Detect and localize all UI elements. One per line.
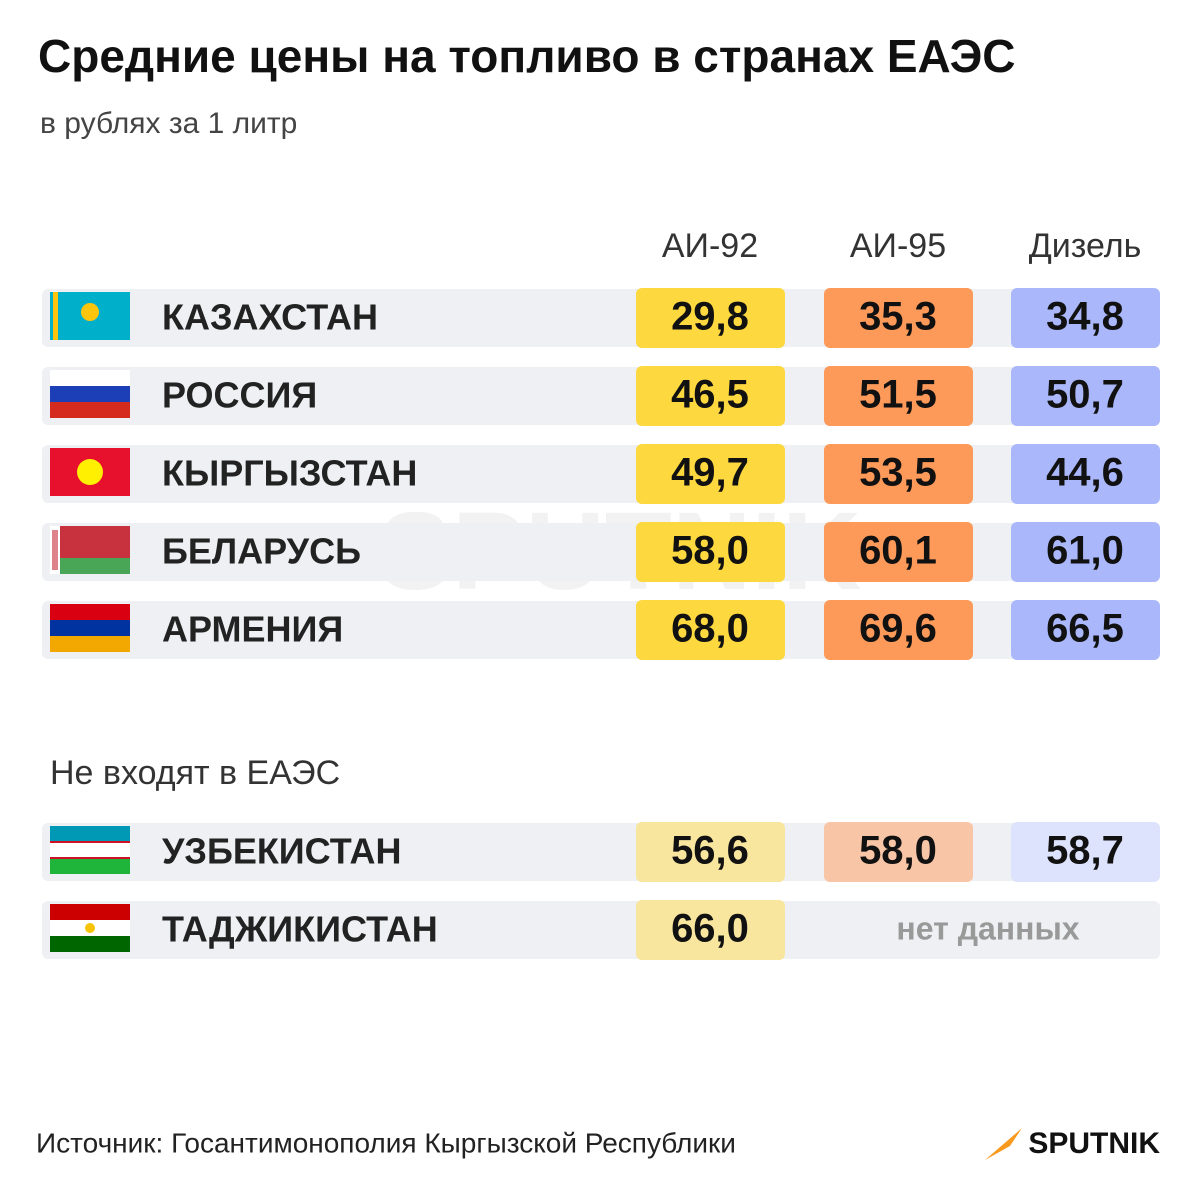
- price: 66,0: [671, 907, 749, 951]
- no-data: нет данных: [896, 910, 1079, 946]
- price-cell: [636, 522, 785, 582]
- price: 60,1: [859, 529, 937, 573]
- price-cell: [824, 366, 973, 426]
- price: 51,5: [859, 373, 937, 417]
- flag-stripe: [50, 842, 130, 858]
- subtitle: в рублях за 1 литр: [40, 107, 297, 140]
- flag-stripe: [50, 936, 130, 952]
- price: 66,5: [1046, 607, 1124, 651]
- flag-sun: [77, 459, 103, 485]
- price-cell: [636, 900, 785, 960]
- price-cell: [1011, 444, 1160, 504]
- country-name: РОССИЯ: [162, 375, 317, 416]
- price: 34,8: [1046, 295, 1124, 339]
- price: 46,5: [671, 373, 749, 417]
- section-title: Не входят в ЕАЭС: [50, 754, 340, 792]
- price: 44,6: [1046, 451, 1124, 495]
- logo-icon: [985, 1128, 1022, 1160]
- column-header: АИ-95: [850, 227, 946, 265]
- flag-red: [50, 526, 130, 558]
- price-cell: [1011, 288, 1160, 348]
- column-header: АИ-92: [662, 227, 758, 265]
- price: 35,3: [859, 295, 937, 339]
- flag-line: [50, 857, 130, 859]
- price-cell: [1011, 822, 1160, 882]
- flag-stripe: [50, 826, 130, 842]
- price: 50,7: [1046, 373, 1124, 417]
- price-cell: [636, 822, 785, 882]
- price: 56,6: [671, 829, 749, 873]
- country-name: КЫРГЫЗСТАН: [162, 453, 417, 494]
- price: 58,0: [671, 529, 749, 573]
- price: 61,0: [1046, 529, 1124, 573]
- price-cell: [1011, 366, 1160, 426]
- price-cell: [1011, 522, 1160, 582]
- price: 68,0: [671, 607, 749, 651]
- flag-stripe: [50, 904, 130, 920]
- flag-line: [50, 841, 130, 843]
- price-cell: [824, 522, 973, 582]
- logo: SPUTNIK: [1028, 1127, 1160, 1160]
- price: 53,5: [859, 451, 937, 495]
- flag-stripe: [50, 620, 130, 636]
- country-name: БЕЛАРУСЬ: [162, 531, 361, 572]
- flag-stripe: [50, 386, 130, 402]
- price-cell: [636, 366, 785, 426]
- country-name: УЗБЕКИСТАН: [162, 831, 402, 872]
- country-name: ТАДЖИКИСТАН: [162, 909, 438, 950]
- price-cell: [636, 600, 785, 660]
- price-cell: [824, 822, 973, 882]
- flag-stripe: [50, 370, 130, 386]
- flag-stripe: [50, 604, 130, 620]
- country-name: КАЗАХСТАН: [162, 297, 378, 338]
- price: 69,6: [859, 607, 937, 651]
- flag-stripe: [50, 402, 130, 418]
- price-cell: [636, 444, 785, 504]
- source: Источник: Госантимонополия Кыргызской Ре…: [36, 1127, 736, 1158]
- price-cell: [824, 444, 973, 504]
- title: Средние цены на топливо в странах ЕАЭС: [38, 30, 1016, 82]
- price: 49,7: [671, 451, 749, 495]
- column-header: Дизель: [1029, 227, 1142, 265]
- flag-stripe: [50, 636, 130, 652]
- price-cell: [1011, 600, 1160, 660]
- price: 29,8: [671, 295, 749, 339]
- price: 58,0: [859, 829, 937, 873]
- price-cell: [824, 600, 973, 660]
- price-cell: [636, 288, 785, 348]
- price: 58,7: [1046, 829, 1124, 873]
- flag-stripe: [50, 858, 130, 874]
- rows: КАЗАХСТАН 29,8 35,3 34,8 РОССИЯ 46,5 51,5 50,7 К…: [42, 288, 1160, 960]
- flag-ornament-red: [52, 530, 58, 570]
- country-name: АРМЕНИЯ: [162, 609, 343, 650]
- price-cell: [824, 288, 973, 348]
- flag-sun: [81, 303, 99, 321]
- row-background: [42, 901, 1160, 959]
- flag-crown: [85, 923, 95, 933]
- flag-green: [50, 558, 130, 574]
- flag-ornament: [53, 292, 58, 340]
